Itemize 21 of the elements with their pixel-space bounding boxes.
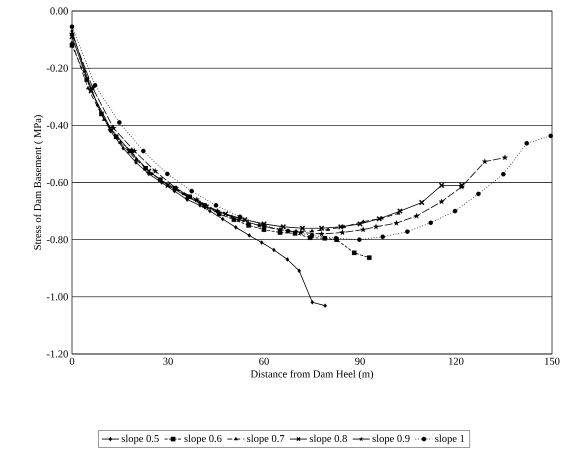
x-axis-title: Distance from Dam Heel (m) — [250, 370, 374, 380]
y-tick-label: -0.40 — [46, 122, 68, 129]
y-tick-label: -0.80 — [46, 236, 68, 244]
x-tick-label: 30 — [163, 358, 173, 365]
y-tick-label: -0.20 — [46, 64, 68, 72]
legend-label: slope 0.7 — [247, 434, 284, 444]
x-tick-label: 120 — [449, 358, 464, 365]
legend-label: slope 0.9 — [372, 434, 410, 444]
y-axis-title: Stress of Dam Basement ( MPa) — [34, 115, 44, 250]
legend-label: slope 0.6 — [184, 434, 222, 444]
x-tick-label: 0 — [70, 358, 74, 365]
legend-label: slope 1 — [435, 434, 464, 444]
y-tick-label: 0.00 — [50, 7, 68, 15]
legend-label: slope 0.8 — [310, 434, 347, 444]
y-tick-label: -0.60 — [46, 178, 68, 186]
x-tick-label: 150 — [545, 358, 560, 365]
y-tick-label: -1.20 — [46, 350, 68, 358]
y-tick-label: -1.00 — [46, 293, 68, 300]
x-tick-label: 60 — [259, 358, 269, 365]
x-tick-label: 90 — [355, 358, 365, 365]
legend-label: slope 0.5 — [122, 434, 159, 444]
